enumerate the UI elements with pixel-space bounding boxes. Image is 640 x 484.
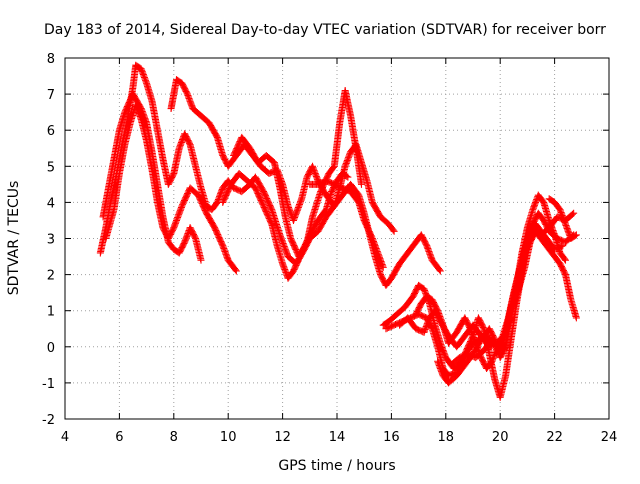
data-point-marker — [197, 256, 205, 264]
data-point-marker — [379, 263, 387, 271]
x-tick-label: 12 — [274, 430, 291, 445]
data-point-marker — [232, 267, 240, 275]
y-tick-label: 0 — [47, 341, 55, 356]
y-tick-label: 5 — [47, 160, 55, 175]
data-point-marker — [435, 266, 443, 274]
series-track-7 — [306, 177, 387, 271]
data-layer — [96, 61, 580, 401]
data-point-marker — [561, 255, 569, 263]
data-point-marker — [572, 314, 580, 322]
y-tick-label: 4 — [47, 196, 55, 211]
x-tick-label: 14 — [329, 430, 346, 445]
data-point-marker — [185, 139, 193, 147]
data-point-marker — [231, 266, 239, 274]
series-track-14 — [545, 195, 580, 242]
series-track-3 — [102, 101, 240, 275]
data-point-marker — [267, 219, 275, 227]
data-point-marker — [572, 231, 580, 239]
chart-title: Day 183 of 2014, Sidereal Day-to-day VTE… — [44, 22, 606, 38]
y-tick-label: 1 — [47, 305, 55, 320]
data-point-marker — [570, 209, 578, 217]
data-point-marker — [493, 343, 501, 351]
x-tick-label: 4 — [61, 430, 69, 445]
x-tick-label: 22 — [546, 430, 563, 445]
y-tick-label: 7 — [47, 88, 55, 103]
data-point-marker — [390, 227, 398, 235]
x-tick-label: 20 — [492, 430, 509, 445]
x-tick-label: 24 — [601, 430, 618, 445]
y-tick-label: 2 — [47, 269, 55, 284]
x-tick-label: 10 — [220, 430, 237, 445]
data-point-marker — [436, 267, 444, 275]
series-track-5 — [230, 86, 365, 261]
y-tick-label: 3 — [47, 233, 55, 248]
plot-frame — [64, 57, 610, 420]
data-point-marker — [557, 242, 565, 250]
data-point-marker — [191, 233, 199, 241]
y-tick-label: -1 — [42, 377, 55, 392]
data-point-marker — [571, 232, 579, 240]
x-tick-label: 18 — [438, 430, 455, 445]
series-track-13 — [412, 292, 501, 372]
data-point-marker — [357, 180, 365, 188]
x-tick-label: 6 — [115, 430, 123, 445]
y-axis-title: SDTVAR / TECUs — [6, 181, 22, 296]
x-tick-label: 8 — [170, 430, 178, 445]
y-tick-label: 8 — [47, 52, 55, 67]
x-tick-label: 16 — [383, 430, 400, 445]
y-tick-label: 6 — [47, 124, 55, 139]
data-point-marker — [561, 256, 569, 264]
y-tick-label: -2 — [42, 413, 55, 428]
data-point-marker — [568, 210, 576, 218]
data-point-marker — [389, 226, 397, 234]
x-axis-title: GPS time / hours — [278, 458, 395, 474]
data-point-marker — [343, 172, 351, 180]
data-point-marker — [344, 173, 352, 181]
series-track-12 — [447, 220, 567, 369]
series-track-11 — [434, 191, 569, 387]
data-point-marker — [559, 242, 567, 250]
